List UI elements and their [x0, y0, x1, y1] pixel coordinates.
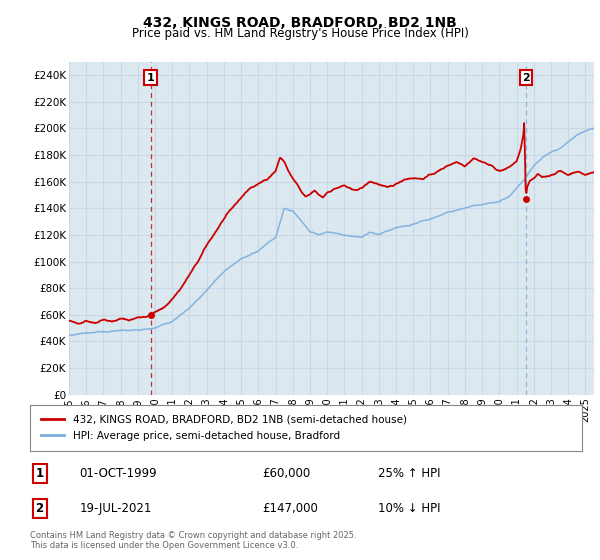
Text: Price paid vs. HM Land Registry's House Price Index (HPI): Price paid vs. HM Land Registry's House … — [131, 27, 469, 40]
Text: 432, KINGS ROAD, BRADFORD, BD2 1NB: 432, KINGS ROAD, BRADFORD, BD2 1NB — [143, 16, 457, 30]
Text: 19-JUL-2021: 19-JUL-2021 — [80, 502, 152, 515]
Text: 1: 1 — [147, 73, 155, 82]
Text: 25% ↑ HPI: 25% ↑ HPI — [378, 466, 440, 480]
Text: £147,000: £147,000 — [262, 502, 318, 515]
Legend: 432, KINGS ROAD, BRADFORD, BD2 1NB (semi-detached house), HPI: Average price, se: 432, KINGS ROAD, BRADFORD, BD2 1NB (semi… — [35, 408, 413, 447]
Text: 10% ↓ HPI: 10% ↓ HPI — [378, 502, 440, 515]
Text: £60,000: £60,000 — [262, 466, 310, 480]
Text: 2: 2 — [522, 73, 530, 82]
Text: 1: 1 — [35, 466, 44, 480]
Text: Contains HM Land Registry data © Crown copyright and database right 2025.
This d: Contains HM Land Registry data © Crown c… — [30, 531, 356, 550]
Text: 01-OCT-1999: 01-OCT-1999 — [80, 466, 157, 480]
Text: 2: 2 — [35, 502, 44, 515]
